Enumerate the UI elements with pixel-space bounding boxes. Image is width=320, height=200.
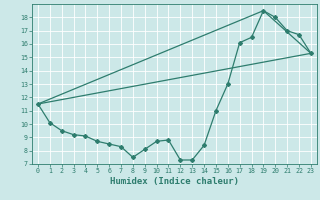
X-axis label: Humidex (Indice chaleur): Humidex (Indice chaleur)	[110, 177, 239, 186]
